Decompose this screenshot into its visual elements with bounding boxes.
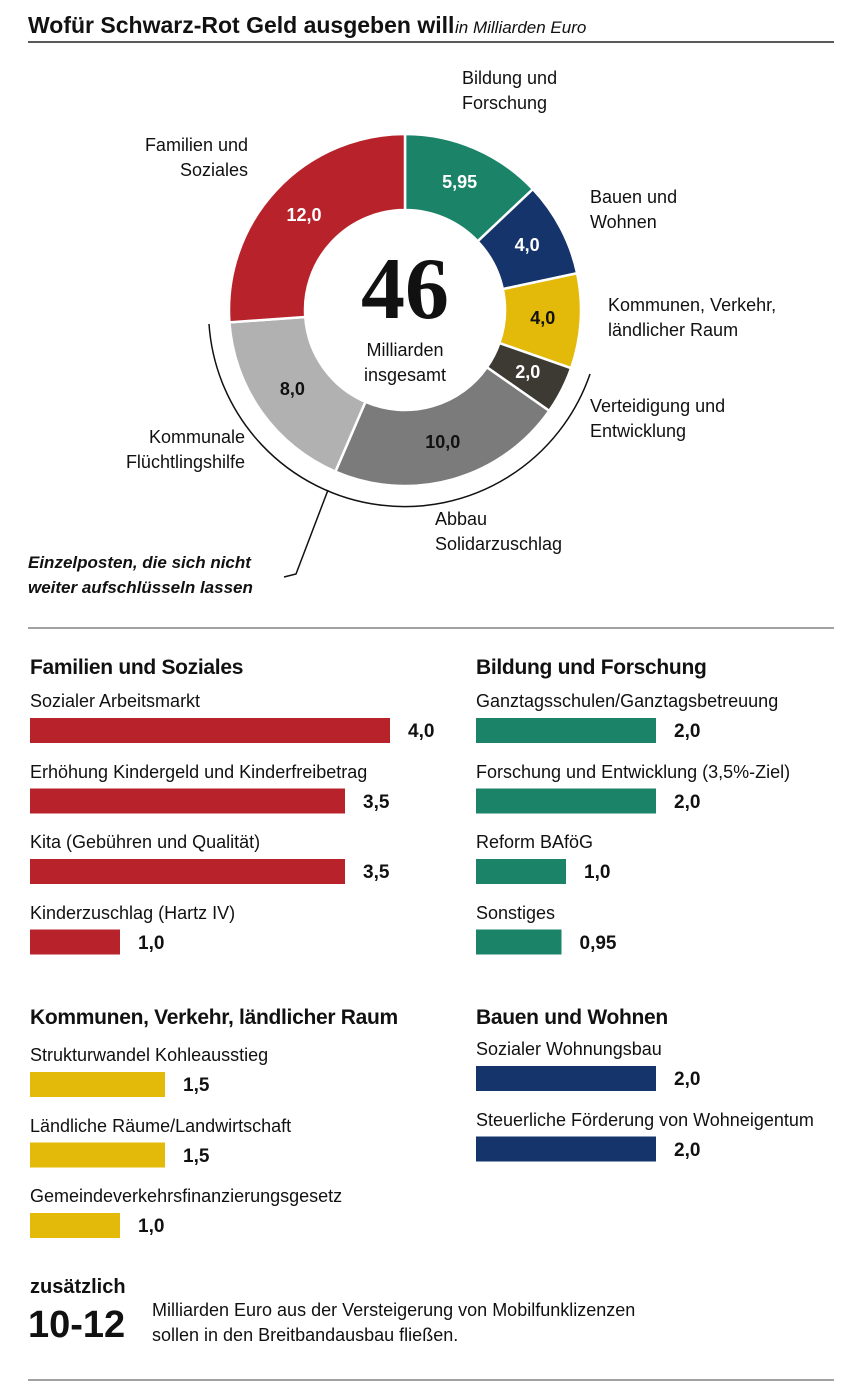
- bar: [30, 1213, 120, 1238]
- bar-label: Sozialer Arbeitsmarkt: [30, 691, 201, 711]
- total: 46: [361, 241, 449, 338]
- footer-text: Milliarden Euro aus der Versteigerung vo…: [152, 1300, 636, 1345]
- bar: [30, 929, 120, 955]
- bar: [476, 1066, 656, 1091]
- bar-label: Sonstiges: [476, 902, 556, 923]
- category-label: Kommunen, Verkehr, ländlicher Raum: [608, 295, 777, 340]
- footer-figure: 10-12: [28, 1304, 126, 1346]
- bar: [476, 859, 566, 884]
- category-label: Bildung und Forschung: [462, 68, 558, 113]
- bar-label: Kinderzuschlag (Hartz IV): [30, 902, 236, 923]
- bar-label: Erhöhung Kindergeld und Kinderfreibetrag: [30, 761, 368, 782]
- value-label: 2,0: [674, 791, 701, 813]
- bar-label: Strukturwandel Kohleausstieg: [30, 1045, 269, 1065]
- title: Wofür Schwarz-Rot Geld ausgeben will: [28, 12, 455, 38]
- leader-line: [283, 489, 329, 578]
- value-label: 4,0: [530, 307, 556, 328]
- value-label: 3,5: [363, 862, 390, 883]
- bar: [30, 788, 345, 814]
- group-title: Bauen und Wohnen: [476, 1006, 668, 1029]
- bar-label: Kita (Gebühren und Qualität): [30, 832, 261, 852]
- bar: [30, 1072, 165, 1097]
- footer-kicker: zusätzlich: [30, 1276, 126, 1298]
- annotation: Einzelposten, die sich nicht weiter aufs…: [28, 553, 253, 597]
- group-title: Kommunen, Verkehr, ländlicher Raum: [30, 1006, 398, 1029]
- bracket: [208, 323, 591, 508]
- value-label: 0,95: [579, 932, 617, 954]
- value-label: 1,5: [183, 1075, 210, 1096]
- value-label: 4,0: [514, 234, 540, 255]
- value-label: 1,5: [183, 1145, 210, 1167]
- bar: [476, 929, 562, 955]
- value-label: 1,0: [138, 932, 165, 954]
- bar-label: Ganztagsschulen/Ganztagsbetreuung: [476, 691, 779, 711]
- bar: [476, 1136, 656, 1162]
- donut-segment: [333, 365, 551, 488]
- bar: [30, 859, 345, 884]
- value-label: 8,0: [279, 378, 305, 399]
- value-label: 10,0: [425, 431, 461, 452]
- value-label: 2,0: [674, 721, 701, 742]
- value-label: 2,0: [515, 361, 541, 382]
- subtitle: in Milliarden Euro: [455, 18, 587, 37]
- value-label: 3,5: [363, 791, 390, 813]
- bar: [476, 718, 656, 743]
- bar-label: Gemeindeverkehrsfinanzierungsgesetz: [30, 1186, 343, 1206]
- category-label: Familien und Soziales: [144, 135, 248, 180]
- value-label: 12,0: [286, 204, 322, 225]
- bar-label: Forschung und Entwicklung (3,5%-Ziel): [476, 761, 791, 782]
- value-label: 1,0: [584, 862, 611, 883]
- value-label: 4,0: [408, 721, 435, 742]
- value-label: 1,0: [138, 1216, 165, 1237]
- bar-label: Steuerliche Förderung von Wohneigentum: [476, 1109, 814, 1130]
- bar: [30, 1142, 165, 1168]
- group-title: Familien und Soziales: [30, 656, 244, 679]
- category-label: Abbau Solidarzuschlag: [435, 509, 563, 554]
- bar-label: Sozialer Wohnungsbau: [476, 1039, 662, 1059]
- bar-label: Ländliche Räume/Landwirtschaft: [30, 1115, 292, 1136]
- bar-label: Reform BAföG: [476, 832, 594, 852]
- value-label: 2,0: [674, 1069, 701, 1090]
- bar: [476, 788, 656, 814]
- value-label: 5,95: [442, 172, 478, 193]
- category-label: Kommunale Flüchtlingshilfe: [125, 427, 245, 472]
- total-label: Milliarden insgesamt: [363, 340, 447, 385]
- category-label: Bauen und Wohnen: [590, 187, 678, 232]
- donut-segment: [227, 132, 407, 324]
- value-label: 2,0: [674, 1139, 701, 1161]
- category-label: Verteidigung und Entwicklung: [590, 396, 726, 441]
- group-title: Bildung und Forschung: [476, 656, 707, 679]
- bar: [30, 718, 390, 743]
